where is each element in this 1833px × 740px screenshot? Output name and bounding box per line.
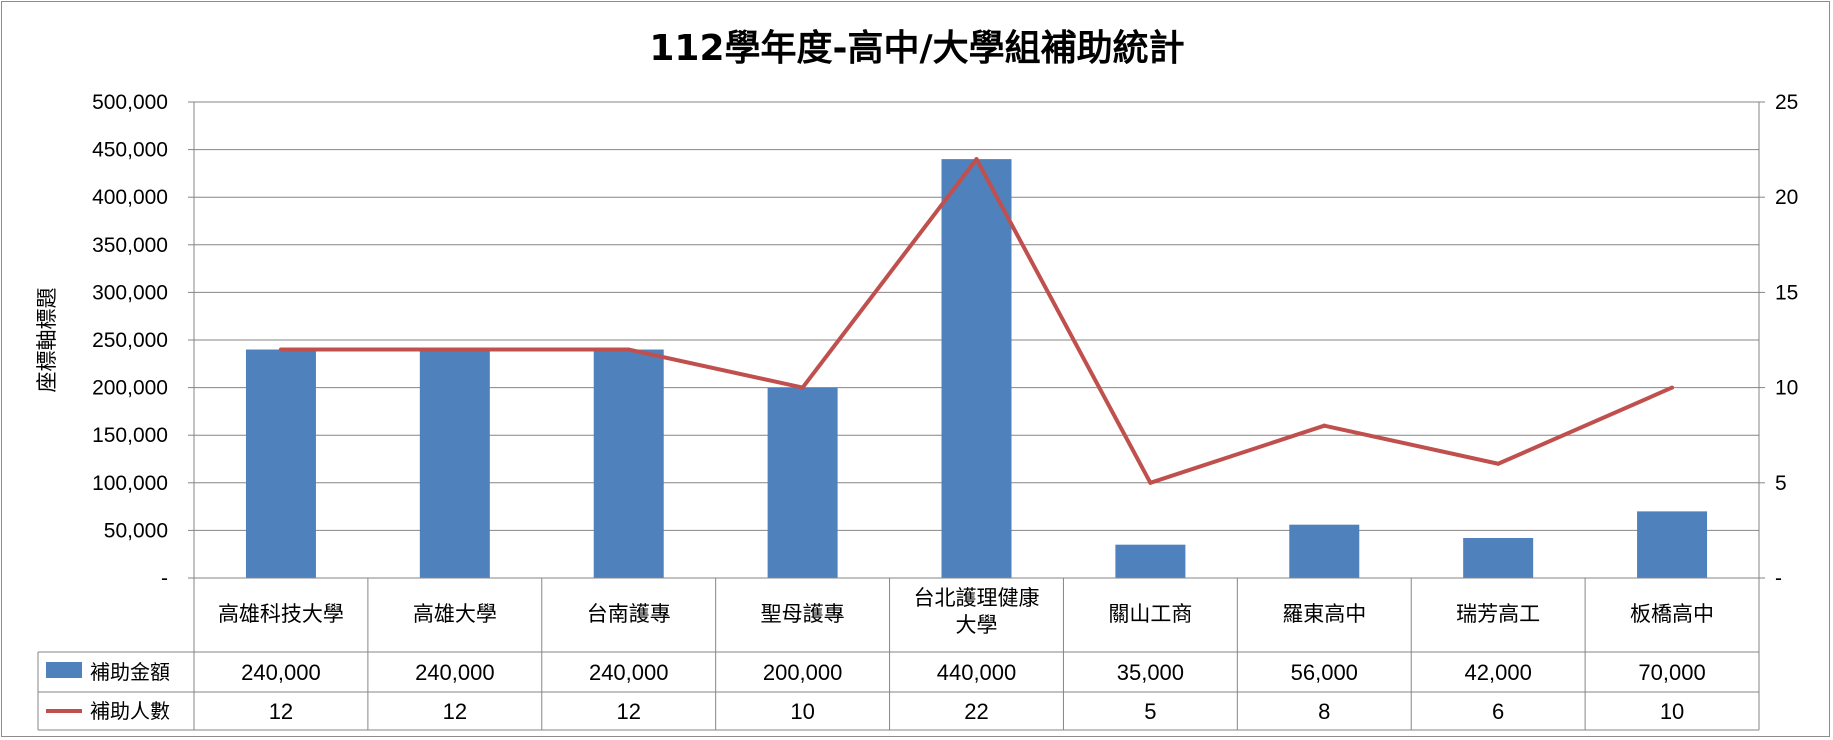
table-cell: 240,000 (241, 660, 321, 685)
line-point (1322, 423, 1327, 428)
y-axis-title: 座標軸標題 (35, 288, 59, 393)
chart-title: 112學年度-高中/大學組補助統計 (649, 28, 1184, 69)
y-tick-label: 350,000 (92, 234, 168, 257)
line-series (278, 157, 1675, 485)
bar (245, 349, 316, 578)
legend-label: 補助金額 (90, 660, 170, 684)
table-cell: 240,000 (589, 660, 669, 685)
table-cell: 10 (1660, 699, 1684, 724)
y-tick-label: 250,000 (92, 329, 168, 352)
table-cell: 70,000 (1638, 660, 1705, 685)
category-label: 羅東高中 (1282, 602, 1366, 626)
y-tick-label: 100,000 (92, 472, 168, 495)
table-cell: 440,000 (937, 660, 1017, 685)
y2-tick-label: 25 (1775, 91, 1798, 114)
table-cell: 12 (616, 699, 640, 724)
category-label: 瑞芳高工 (1456, 602, 1540, 626)
y-tick-label: 50,000 (104, 519, 168, 542)
legend-label: 補助人數 (90, 699, 170, 723)
y-tick-label: 500,000 (92, 91, 168, 114)
table-cell: 22 (964, 699, 988, 724)
y-tick-label: 400,000 (92, 186, 168, 209)
line-point (278, 347, 283, 352)
table-cell: 35,000 (1117, 660, 1184, 685)
line-point (626, 347, 631, 352)
table-cell: 12 (269, 699, 293, 724)
table-cell: 56,000 (1291, 660, 1358, 685)
bar (1115, 544, 1186, 578)
category-label: 台北護理健康大學 (914, 586, 1040, 637)
category-label: 關山工商 (1108, 602, 1192, 626)
table-cell: 200,000 (763, 660, 843, 685)
y-tick-label: 200,000 (92, 377, 168, 400)
bar (1289, 524, 1360, 578)
y2-tick-label: 15 (1775, 281, 1798, 304)
y-tick-label: 450,000 (92, 139, 168, 162)
y-tick-label: 150,000 (92, 424, 168, 447)
bar (767, 387, 838, 578)
category-label: 高雄大學 (413, 602, 497, 626)
table-cell: 5 (1144, 699, 1156, 724)
category-label: 高雄科技大學 (218, 602, 344, 626)
line-point (1496, 461, 1501, 466)
y2-tick-label: 20 (1775, 186, 1798, 209)
table-cell: 10 (790, 699, 814, 724)
bar (593, 349, 664, 578)
line-point (974, 157, 979, 162)
y2-tick-label: 10 (1775, 377, 1798, 400)
bar (1637, 511, 1708, 578)
bar (1463, 538, 1534, 578)
line-point (452, 347, 457, 352)
line-point (1670, 385, 1675, 390)
y2-tick-label: - (1775, 567, 1782, 590)
bar-series (245, 159, 1708, 578)
line-point (1148, 480, 1153, 485)
y2-tick-label: 5 (1775, 472, 1787, 495)
table-cell: 8 (1318, 699, 1330, 724)
legend-key-bar (46, 662, 82, 678)
line-point (800, 385, 805, 390)
category-label: 台南護專 (587, 602, 671, 626)
data-table: 高雄科技大學 高雄大學 台南護專 聖母護專 台北護理健康大學 關山工商 羅東高中 瑞芳高工 板橋… (37, 577, 1760, 731)
bar (419, 349, 490, 578)
y-tick-label: - (161, 567, 168, 590)
table-cell: 42,000 (1465, 660, 1532, 685)
axes: - 50,000 100,000 150,000 200,000 250,000 300,0… (92, 91, 1798, 590)
bar (941, 159, 1012, 578)
table-cell: 12 (443, 699, 467, 724)
table-cell: 6 (1492, 699, 1504, 724)
category-label: 板橋高中 (1630, 602, 1714, 626)
table-cell: 240,000 (415, 660, 495, 685)
y-tick-label: 300,000 (92, 281, 168, 304)
category-label: 聖母護專 (761, 602, 845, 626)
